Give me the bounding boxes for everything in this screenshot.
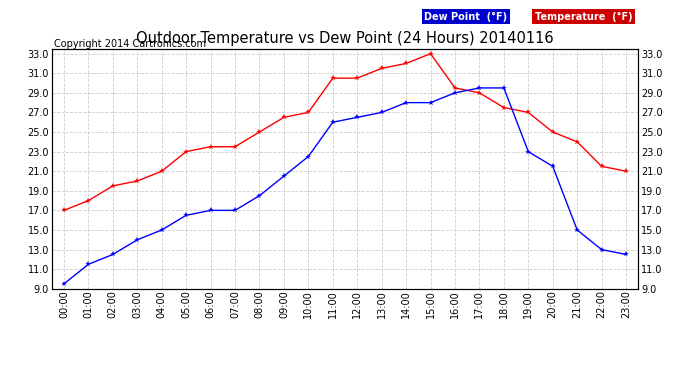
Text: Copyright 2014 Cartronics.com: Copyright 2014 Cartronics.com	[54, 39, 206, 50]
Text: Temperature  (°F): Temperature (°F)	[535, 12, 632, 22]
Text: Dew Point  (°F): Dew Point (°F)	[424, 12, 507, 22]
Title: Outdoor Temperature vs Dew Point (24 Hours) 20140116: Outdoor Temperature vs Dew Point (24 Hou…	[136, 31, 554, 46]
